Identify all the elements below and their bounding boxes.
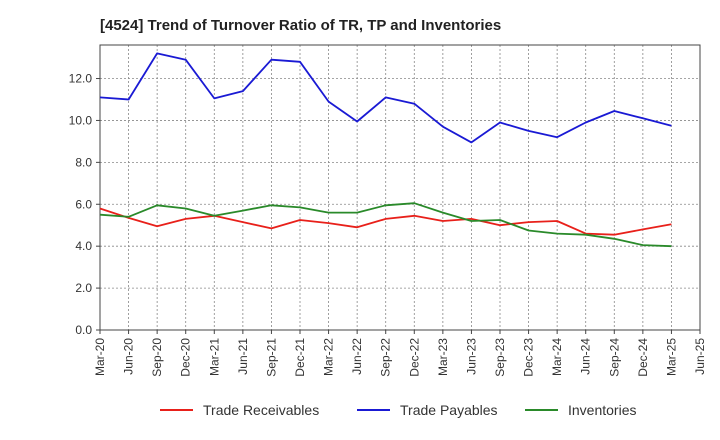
x-tick-label: Mar-25 <box>664 338 678 376</box>
y-tick-label: 8.0 <box>75 155 92 169</box>
x-tick-label: Mar-24 <box>550 338 564 376</box>
x-tick-label: Dec-20 <box>179 338 193 377</box>
series-lines <box>99 52 672 248</box>
x-tick-label: Dec-21 <box>293 338 307 377</box>
y-tick-label: 4.0 <box>75 239 92 253</box>
y-tick-label: 10.0 <box>69 113 93 127</box>
x-tick-label: Mar-23 <box>436 338 450 376</box>
plot-area-frame <box>99 44 701 331</box>
x-axis-ticks: Mar-20 Jun-20 Sep-20 Dec-20 Mar-21 Jun-21 Sep-… <box>93 330 707 377</box>
x-tick-label: Jun-21 <box>236 338 250 375</box>
y-axis-ticks: 0.0 2.0 4.0 6.0 8.0 10.0 12.0 <box>69 72 100 337</box>
x-tick-label: Jun-25 <box>693 338 707 375</box>
x-tick-label: Jun-23 <box>464 338 478 375</box>
chart-title: [4524] Trend of Turnover Ratio of TR, TP… <box>100 17 501 34</box>
series-line-inventories <box>99 202 672 248</box>
x-tick-label: Jun-20 <box>122 338 136 375</box>
legend: Trade Receivables Trade Payables Inventori… <box>160 402 636 418</box>
x-tick-label: Jun-22 <box>350 338 364 375</box>
x-tick-label: Sep-22 <box>379 338 393 377</box>
legend-label: Trade Payables <box>400 402 498 418</box>
y-tick-label: 6.0 <box>75 197 92 211</box>
x-tick-label: Sep-24 <box>607 338 621 377</box>
legend-label: Trade Receivables <box>203 402 319 418</box>
series-line-trade-payables <box>99 52 672 144</box>
grid-lines <box>100 45 700 330</box>
x-tick-label: Sep-21 <box>264 338 278 377</box>
x-tick-label: Dec-24 <box>636 338 650 377</box>
x-tick-label: Mar-21 <box>207 338 221 376</box>
x-tick-label: Dec-22 <box>407 338 421 377</box>
x-tick-label: Sep-23 <box>493 338 507 377</box>
legend-label: Inventories <box>568 402 636 418</box>
series-line-trade-receivables <box>99 207 672 236</box>
x-tick-label: Mar-22 <box>322 338 336 376</box>
x-tick-label: Sep-20 <box>150 338 164 377</box>
y-tick-label: 12.0 <box>69 72 93 86</box>
y-tick-label: 0.0 <box>75 323 92 337</box>
x-tick-label: Mar-20 <box>93 338 107 376</box>
x-tick-label: Jun-24 <box>579 338 593 375</box>
y-tick-label: 2.0 <box>75 281 92 295</box>
x-tick-label: Dec-23 <box>522 338 536 377</box>
